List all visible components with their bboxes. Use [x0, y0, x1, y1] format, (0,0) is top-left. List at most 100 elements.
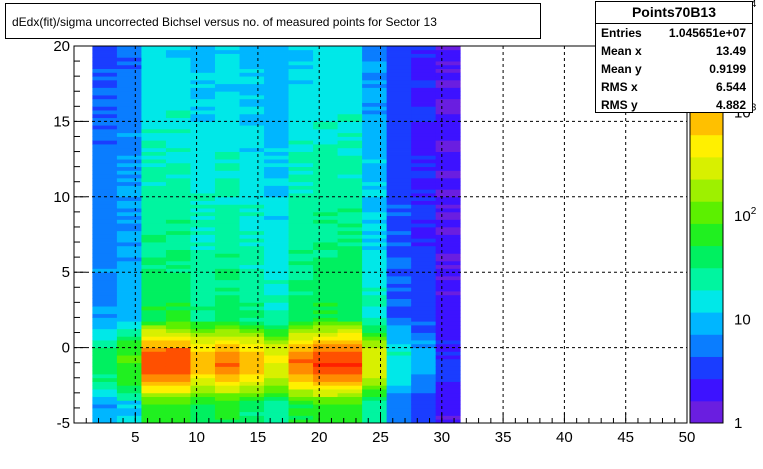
heatmap-cell: [435, 291, 461, 296]
heatmap-cell: [264, 230, 289, 235]
heatmap-cell: [386, 392, 412, 398]
heatmap-cell: [92, 242, 118, 247]
heatmap-cell: [165, 294, 191, 299]
heatmap-cell: [411, 275, 437, 281]
heatmap-cell: [214, 245, 240, 250]
heatmap-cell: [362, 332, 388, 337]
heatmap-cell: [165, 407, 191, 413]
heatmap-cell: [141, 170, 167, 175]
heatmap-cell: [386, 64, 412, 70]
heatmap-cell: [190, 91, 216, 96]
heatmap-cell: [165, 264, 191, 269]
heatmap-cell: [165, 260, 191, 266]
heatmap-cell: [386, 343, 412, 348]
heatmap-cell: [92, 362, 118, 367]
heatmap-cell: [313, 166, 338, 171]
heatmap-cell: [165, 155, 191, 160]
heatmap-cell: [141, 272, 167, 277]
heatmap-cell: [337, 125, 363, 130]
heatmap-cell: [362, 336, 388, 341]
heatmap-cell: [264, 117, 289, 122]
heatmap-cell: [386, 170, 412, 175]
heatmap-cell: [141, 125, 167, 130]
heatmap-cell: [411, 83, 437, 88]
heatmap-cell: [362, 389, 388, 394]
heatmap-cell: [116, 151, 142, 156]
heatmap-cell: [165, 343, 191, 348]
heatmap-cell: [313, 385, 338, 390]
heatmap-cell: [386, 136, 412, 141]
heatmap-cell: [337, 132, 363, 137]
heatmap-cell: [214, 309, 240, 315]
heatmap-cell: [313, 313, 338, 318]
heatmap-cell: [92, 87, 118, 92]
heatmap-cell: [239, 121, 265, 126]
heatmap-cell: [239, 294, 265, 299]
heatmap-cell: [92, 219, 118, 224]
heatmap-cell: [239, 373, 265, 379]
heatmap-cell: [116, 343, 142, 348]
heatmap-cell: [435, 249, 461, 254]
heatmap-cell: [165, 106, 191, 111]
heatmap-cell: [337, 159, 363, 164]
heatmap-cell: [190, 234, 216, 239]
heatmap-cell: [165, 351, 191, 356]
heatmap-cell: [141, 400, 167, 405]
heatmap-cell: [239, 419, 265, 424]
heatmap-cell: [337, 91, 363, 96]
heatmap-cell: [362, 242, 388, 247]
heatmap-cell: [264, 385, 289, 390]
heatmap-cell: [141, 79, 167, 85]
heatmap-cell: [313, 230, 338, 235]
heatmap-cell: [239, 174, 265, 179]
heatmap-cell: [239, 125, 265, 130]
heatmap-cell: [313, 136, 338, 141]
heatmap-cell: [435, 132, 461, 137]
heatmap-cell: [362, 419, 388, 424]
heatmap-cell: [214, 83, 240, 88]
heatmap-cell: [313, 370, 338, 375]
heatmap-cell: [116, 177, 142, 183]
heatmap-cell: [214, 132, 240, 137]
heatmap-cell: [116, 287, 142, 292]
heatmap-cell: [435, 370, 461, 375]
heatmap-cell: [362, 106, 388, 111]
heatmap-cell: [411, 272, 437, 277]
heatmap-cell: [362, 132, 388, 137]
heatmap-cell: [239, 61, 265, 66]
heatmap-cell: [362, 355, 388, 360]
heatmap-cell: [116, 53, 142, 58]
heatmap-cell: [92, 343, 118, 348]
heatmap-cell: [92, 53, 118, 58]
heatmap-cell: [165, 377, 191, 382]
heatmap-cell: [239, 49, 265, 54]
heatmap-cell: [214, 226, 240, 232]
heatmap-cell: [214, 302, 240, 307]
heatmap-cell: [313, 53, 338, 58]
heatmap-cell: [92, 64, 118, 70]
heatmap-cell: [362, 404, 388, 409]
heatmap-cell: [92, 147, 118, 152]
heatmap-cell: [411, 72, 437, 77]
heatmap-cell: [165, 404, 191, 409]
heatmap-cell: [362, 411, 388, 416]
heatmap-cell: [214, 162, 240, 168]
heatmap-cell: [411, 200, 437, 205]
heatmap-cell: [288, 64, 314, 70]
heatmap-cell: [92, 415, 118, 420]
heatmap-cell: [386, 275, 412, 281]
heatmap-cell: [435, 287, 461, 292]
heatmap-cell: [288, 140, 314, 145]
heatmap-cell: [190, 53, 216, 58]
heatmap-cell: [386, 411, 412, 416]
heatmap-cell: [165, 87, 191, 92]
heatmap-cell: [288, 49, 314, 54]
heatmap-cell: [239, 159, 265, 164]
heatmap-cell: [337, 245, 363, 250]
heatmap-cell: [337, 57, 363, 62]
heatmap-cell: [411, 106, 437, 111]
heatmap-cell: [264, 61, 289, 66]
heatmap-cell: [411, 362, 437, 367]
heatmap-cell: [92, 396, 118, 401]
heatmap-cell: [288, 234, 314, 239]
